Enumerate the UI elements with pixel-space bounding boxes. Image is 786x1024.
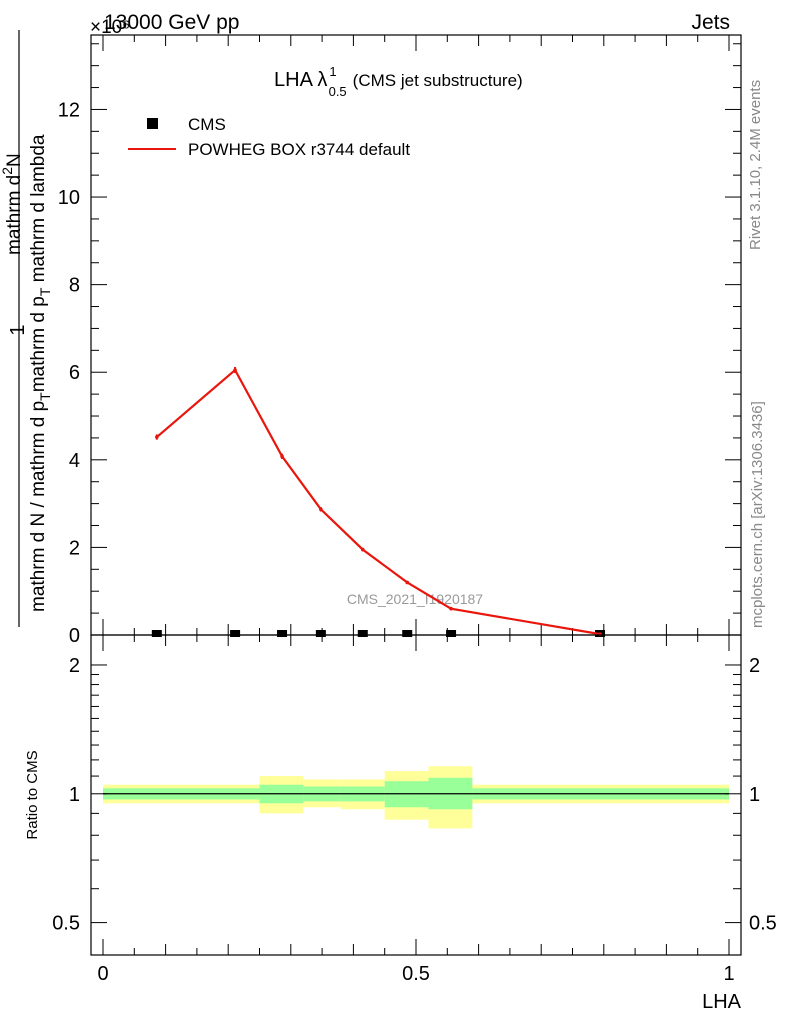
powheg-line bbox=[156, 368, 601, 636]
cms-data-point bbox=[151, 630, 162, 637]
ratio-y-tick-label-right: 0.5 bbox=[749, 913, 777, 935]
main-y-tick-labels: 0 2 4 6 8 10 12 bbox=[58, 99, 80, 647]
svg-text:mcplots.cern.ch [arXiv:1306.34: mcplots.cern.ch [arXiv:1306.3436] bbox=[749, 401, 766, 628]
cms-data-point bbox=[277, 630, 288, 637]
mcplots-source-label: mcplots.cern.ch [arXiv:1306.3436] bbox=[749, 401, 766, 628]
svg-text:mathrm d N / mathrm d pTmathrm: mathrm d N / mathrm d pTmathrm d pT math… bbox=[28, 134, 53, 612]
x-tick-label: 0 bbox=[97, 963, 108, 985]
x-tick-label: 0.5 bbox=[402, 963, 430, 985]
powheg-point bbox=[280, 454, 284, 459]
y-multiplier: ×10⁶ bbox=[90, 17, 130, 38]
ratio-bands-layer bbox=[103, 766, 729, 829]
x-tick-labels: 0 0.5 1 bbox=[97, 963, 734, 985]
powheg-point bbox=[319, 507, 323, 512]
plot-title: LHA λ 1 0.5(CMS jet substructure) bbox=[274, 64, 523, 99]
legend: CMS POWHEG BOX r3744 default bbox=[128, 115, 410, 159]
observable-group-label: Jets bbox=[691, 11, 730, 34]
ratio-y-tick-label: 0.5 bbox=[52, 913, 80, 935]
x-tick-label: 1 bbox=[723, 963, 734, 985]
ratio-y-axis-label: Ratio to CMS bbox=[24, 750, 41, 839]
cms-data-point bbox=[230, 630, 241, 637]
legend-label-powheg: POWHEG BOX r3744 default bbox=[188, 140, 410, 159]
x-axis-label: LHA bbox=[702, 991, 742, 1013]
legend-marker-cms bbox=[147, 118, 158, 129]
main-y-tick-label: 12 bbox=[58, 99, 80, 121]
ratio-y-tick-label-right: 2 bbox=[749, 655, 760, 677]
main-y-axis-label-numerator: mathrm d2N bbox=[0, 153, 25, 255]
svg-text:Ratio to CMS: Ratio to CMS bbox=[24, 750, 41, 839]
main-y-tick-label: 4 bbox=[69, 450, 80, 472]
cms-data-point bbox=[357, 630, 368, 637]
ratio-y-tick-label: 1 bbox=[69, 784, 80, 806]
main-y-tick-label: 8 bbox=[69, 275, 80, 297]
svg-text:Rivet 3.1.10, 2.4M events: Rivet 3.1.10, 2.4M events bbox=[747, 80, 764, 250]
cms-data-point bbox=[402, 630, 413, 637]
powheg-point bbox=[360, 547, 365, 552]
powheg-point bbox=[155, 435, 159, 439]
ratio-y-tick-label-right: 1 bbox=[749, 784, 760, 806]
legend-label-cms: CMS bbox=[188, 115, 226, 134]
main-series-layer bbox=[151, 366, 606, 637]
main-y-axis-label-denominator: mathrm d N / mathrm d pTmathrm d pT math… bbox=[28, 134, 53, 612]
powheg-point bbox=[405, 580, 410, 585]
cms-data-point bbox=[315, 630, 326, 637]
ratio-ticks bbox=[91, 635, 741, 955]
ratio-y-tick-label: 2 bbox=[69, 655, 80, 677]
main-y-tick-label: 10 bbox=[58, 187, 80, 209]
powheg-point bbox=[233, 368, 237, 372]
main-y-axis-label: 1 bbox=[7, 324, 29, 335]
svg-text:mathrm d2N: mathrm d2N bbox=[0, 153, 25, 255]
ratio-tick-labels: 0.5 0.5 1 1 2 2 bbox=[52, 655, 777, 935]
analysis-watermark: CMS_2021_I1920187 bbox=[347, 591, 483, 607]
rivet-version-label: Rivet 3.1.10, 2.4M events bbox=[747, 80, 764, 250]
main-y-tick-label: 6 bbox=[69, 362, 80, 384]
main-y-tick-label: 0 bbox=[69, 625, 80, 647]
process-label: 13000 GeV pp bbox=[104, 11, 239, 34]
main-y-tick-label: 2 bbox=[69, 537, 80, 559]
powheg-point bbox=[449, 606, 453, 611]
svg-text:1: 1 bbox=[7, 324, 29, 335]
cms-data-point bbox=[446, 630, 457, 637]
